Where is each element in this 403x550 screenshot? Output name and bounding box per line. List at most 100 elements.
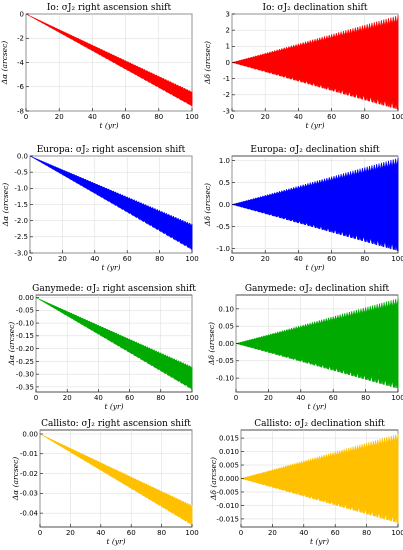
x-tick-label: 20	[264, 394, 273, 402]
y-tick-label: -0.03	[20, 490, 38, 498]
y-axis-label: Δα (arcsec)	[0, 41, 9, 86]
x-tick-label: 0	[28, 255, 32, 263]
y-tick-label: 0.00	[218, 340, 234, 348]
chart-io-dec: 0 20 40 60 80 100 3 2 1 0 -1 -2 -3 Io: σJ₂ declinatio…	[203, 3, 403, 130]
x-tick-label: 60	[327, 113, 336, 121]
y-tick-label: -8	[17, 107, 24, 115]
x-tick-label: 20	[55, 113, 64, 121]
y-tick-label: -6	[17, 83, 25, 91]
y-tick-label: -3.0	[14, 249, 28, 257]
y-tick-label: -0.01	[20, 450, 38, 458]
y-tick-label: -0.20	[16, 345, 34, 353]
y-tick-label: -0.05	[16, 307, 34, 315]
y-tick-label: 0.5	[219, 179, 230, 187]
y-tick-label: 0.005	[219, 461, 239, 469]
chart-europa-ra: 0 20 40 60 80 100 0.0 -0.5 -1.0 -1.5 -2.0 -2.5 -3.0 E…	[1, 145, 199, 272]
chart-io-ra: 0 20 40 60 80 100 0 -2 -4 -6 -8 Io: σJ₂ right ascen…	[0, 3, 199, 130]
x-axis-label: t (yr)	[307, 402, 326, 411]
x-tick-label: 20	[66, 529, 75, 537]
y-tick-label: 0.000	[219, 475, 239, 483]
x-tick-label: 20	[63, 394, 72, 402]
x-tick-label: 40	[294, 255, 303, 263]
chart-title: Ganymede: σJ₂ right ascension shift	[32, 284, 196, 294]
x-axis-label: t (yr)	[101, 263, 120, 272]
x-tick-label: 100	[391, 113, 403, 121]
chart-title: Europa: σJ₂ declination shift	[250, 145, 380, 155]
y-tick-label: -0.015	[216, 515, 239, 523]
chart-title: Callisto: σJ₂ right ascension shift	[41, 419, 191, 429]
y-axis-label: Δδ (arcsec)	[203, 183, 212, 227]
x-tick-label: 40	[96, 529, 105, 537]
x-axis-label: t (yr)	[106, 537, 125, 546]
y-tick-label: -2	[17, 35, 24, 43]
x-tick-label: 20	[261, 255, 270, 263]
chart-title: Io: σJ₂ declination shift	[263, 3, 368, 13]
x-tick-label: 80	[360, 255, 369, 263]
x-tick-label: 0	[230, 255, 234, 263]
y-tick-label: -1.0	[14, 185, 28, 193]
y-tick-label: -0.35	[16, 383, 34, 391]
x-tick-label: 100	[185, 529, 198, 537]
x-tick-label: 60	[327, 255, 336, 263]
y-tick-label: -0.04	[20, 510, 39, 518]
y-tick-label: 2	[226, 27, 230, 35]
x-tick-label: 20	[261, 113, 270, 121]
x-axis-label: t (yr)	[104, 402, 123, 411]
x-tick-label: 0	[34, 394, 38, 402]
y-tick-label: 0.00	[18, 294, 34, 302]
x-tick-label: 40	[299, 529, 308, 537]
x-tick-label: 100	[391, 394, 403, 402]
y-tick-label: 1.0	[219, 157, 230, 165]
y-tick-label: -0.005	[216, 488, 239, 496]
y-tick-label: -1.5	[14, 201, 28, 209]
y-tick-label: -4	[17, 59, 25, 67]
x-tick-label: 100	[185, 113, 198, 121]
x-tick-label: 60	[127, 529, 136, 537]
chart-title: Europa: σJ₂ right ascension shift	[37, 145, 186, 155]
y-tick-label: -0.10	[16, 319, 34, 327]
x-tick-label: 40	[88, 113, 97, 121]
y-tick-label: 0.10	[218, 305, 234, 313]
y-tick-label: -1	[223, 75, 230, 83]
x-tick-label: 80	[156, 394, 165, 402]
y-tick-label: -0.30	[16, 371, 34, 379]
y-axis-label: Δα (arcsec)	[11, 457, 20, 502]
y-tick-label: -3	[223, 107, 230, 115]
y-tick-label: -2.0	[14, 217, 28, 225]
chart-title: Ganymede: σJ₂ declination shift	[245, 284, 390, 294]
x-tick-label: 0	[38, 529, 42, 537]
y-tick-label: 0.015	[219, 434, 239, 442]
y-tick-label: -0.15	[16, 332, 34, 340]
chart-ganymede-dec: 0 20 40 60 80 100 0.10 0.05 0.00 -0.05 -0.10 Ganyme…	[207, 284, 403, 411]
x-axis-label: t (yr)	[305, 263, 324, 272]
x-tick-label: 0	[230, 113, 234, 121]
x-tick-label: 80	[361, 394, 370, 402]
x-tick-label: 80	[360, 113, 369, 121]
x-tick-label: 60	[123, 255, 132, 263]
x-tick-label: 40	[90, 255, 99, 263]
x-tick-label: 0	[234, 394, 238, 402]
x-tick-label: 40	[94, 394, 103, 402]
x-tick-label: 60	[125, 394, 134, 402]
x-tick-label: 20	[58, 255, 67, 263]
y-tick-label: -1.0	[216, 245, 230, 253]
y-axis-label: Δδ (arcsec)	[209, 457, 218, 501]
x-tick-label: 0	[239, 529, 243, 537]
y-tick-label: -2.5	[14, 233, 28, 241]
y-tick-label: -0.05	[216, 357, 234, 365]
chart-europa-dec: 0 20 40 60 80 100 1.0 0.5 0.0 -0.5 -1.0 Europa: σJ₂…	[203, 145, 403, 272]
x-tick-label: 100	[185, 394, 198, 402]
y-tick-label: 0.010	[219, 448, 239, 456]
y-tick-label: -0.5	[14, 169, 28, 177]
x-tick-label: 80	[362, 529, 371, 537]
y-axis-label: Δδ (arcsec)	[203, 41, 212, 85]
y-tick-label: 0	[226, 59, 230, 67]
chart-callisto-ra: 0 20 40 60 80 100 0.00 -0.01 -0.02 -0.03 -0.04 Call…	[11, 419, 199, 546]
y-tick-label: -0.25	[16, 358, 34, 366]
x-tick-label: 100	[391, 255, 403, 263]
x-tick-label: 40	[296, 394, 305, 402]
y-axis-label: Δα (arcsec)	[7, 322, 16, 367]
y-tick-label: 0.0	[219, 201, 230, 209]
x-tick-label: 60	[331, 529, 340, 537]
x-tick-label: 80	[157, 529, 166, 537]
